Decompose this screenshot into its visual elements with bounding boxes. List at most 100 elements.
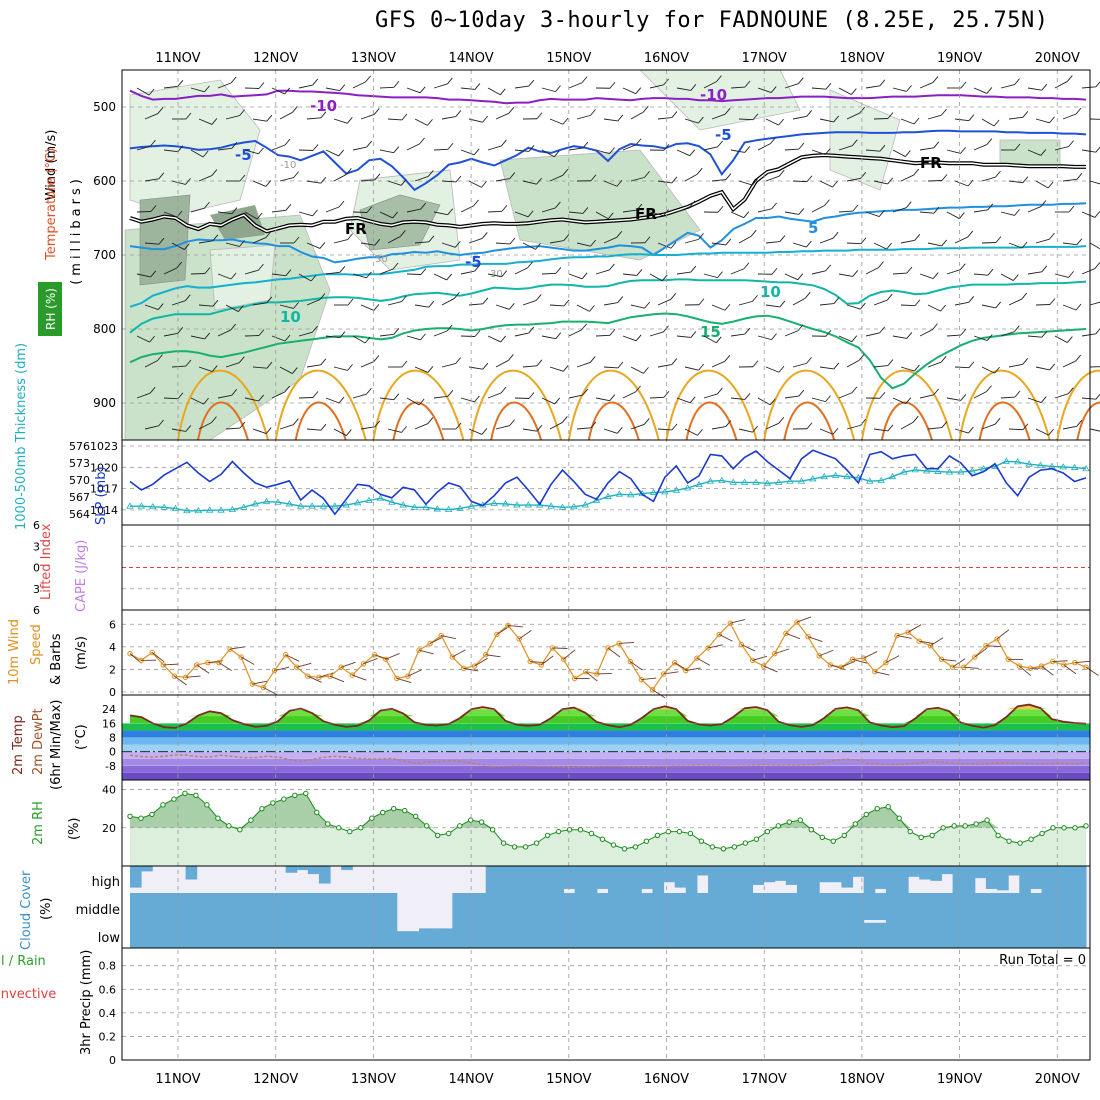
wind-barb-tick	[474, 330, 481, 337]
surface-wind-barb	[185, 675, 201, 678]
wind-barb-tick	[912, 415, 919, 423]
wind-barb-tick	[933, 388, 939, 396]
surface-wind-barb	[730, 619, 745, 624]
wind-barb-tick	[1067, 387, 1074, 394]
cloud-high-bar	[285, 866, 298, 873]
rh-marker	[643, 838, 650, 844]
cloud-middle-bar	[141, 893, 153, 920]
wind-barb-tick	[617, 114, 624, 122]
wind-barb-tick	[176, 261, 183, 269]
wind-barb-tick	[1022, 358, 1029, 365]
wind-barb-tick	[670, 241, 677, 249]
wind-barb	[352, 393, 367, 399]
wind-speed-marker	[449, 654, 456, 660]
wind-barb	[954, 118, 969, 122]
wind-barb-tick	[1095, 146, 1100, 153]
wind-barb-tick	[833, 297, 840, 304]
wind-barb-tick	[185, 178, 191, 185]
upper-left-labels: Wind (m/s)Temperature (°C) RH (%) (milliba…	[38, 130, 84, 336]
wind-barb	[1000, 396, 1015, 399]
thickness-marker	[900, 468, 908, 475]
wind-barb	[873, 428, 888, 432]
wind-barb-tick	[663, 390, 670, 398]
surface-wind-barb	[474, 657, 488, 667]
wind-barb-tick	[231, 207, 238, 214]
wind-barb-tick	[609, 394, 616, 401]
wind-barb	[433, 211, 448, 216]
wind-barb	[954, 428, 969, 434]
wind-barb-tick	[258, 147, 264, 155]
surface-wind-barb	[919, 640, 935, 645]
cloud-middle-bar	[819, 893, 831, 920]
wind-speed-marker	[694, 655, 700, 661]
wind-barb-tick	[427, 366, 434, 373]
wind-barb	[325, 149, 339, 157]
cloud-low-bar	[863, 922, 876, 948]
thickness-marker	[353, 499, 362, 506]
wind-barb	[1081, 211, 1096, 218]
wind-barb-tick	[1095, 81, 1100, 88]
rh-tick-label: 40	[102, 784, 116, 797]
cloud-middle-bar	[507, 893, 520, 920]
wind-barb-tick	[770, 137, 776, 144]
rh-marker	[874, 805, 880, 812]
wind-barb	[981, 304, 996, 309]
cloud-low-bar	[908, 920, 920, 948]
lifted-index-tick-label: 3	[33, 540, 40, 553]
wind-barb	[865, 267, 879, 275]
wind-barb-tick	[1068, 205, 1075, 213]
thickness-marker	[171, 504, 180, 511]
wind-barb	[379, 86, 395, 89]
wind-barb	[846, 177, 861, 182]
thickness-marker	[1025, 460, 1033, 467]
wind-barb-tick	[851, 386, 858, 394]
wind-barb	[333, 366, 348, 371]
rh-marker	[786, 819, 793, 825]
surface-wind-barb	[585, 671, 598, 682]
wind-barb	[792, 362, 807, 368]
wind-barb	[217, 82, 232, 89]
cloud-low-bar	[663, 920, 676, 948]
wind-barb	[1035, 180, 1049, 189]
cloud-middle-bar	[1052, 893, 1065, 920]
wind-barb-tick	[473, 148, 480, 156]
cloud-low-bar	[1052, 920, 1065, 948]
wind-barb	[271, 87, 285, 95]
wind-barb-tick	[474, 395, 480, 403]
wind-speed-marker	[394, 675, 400, 682]
cloud-middle-bar	[919, 893, 931, 920]
thickness-marker	[1014, 458, 1022, 465]
wind-barb-tick	[940, 355, 947, 363]
cloud-middle-bar	[696, 893, 709, 920]
wind-barb	[306, 180, 321, 184]
wind-barb-tick	[150, 139, 156, 147]
cloud-low-bar	[897, 920, 909, 948]
wind-barb	[325, 87, 340, 92]
surface-wind-barb	[619, 641, 635, 644]
surface-wind-barb	[629, 661, 643, 671]
wind-barb-tick	[778, 417, 785, 424]
cloud-low-bar	[519, 920, 531, 948]
wind-barb	[900, 366, 915, 372]
wind-barb	[433, 148, 449, 151]
surface-wind-barb	[718, 634, 733, 642]
thickness-marker	[968, 467, 976, 474]
wind-barb-tick	[825, 395, 831, 402]
cloud-high-bar	[941, 866, 954, 875]
wind-barb-tick	[825, 329, 832, 337]
wind-barb	[1035, 118, 1050, 124]
wind-barb	[595, 397, 610, 402]
wind-barb-tick	[158, 172, 165, 180]
wind-barb	[252, 118, 267, 122]
wind-barb-tick	[663, 325, 669, 333]
cloud-high-bar	[608, 866, 620, 893]
wind-speed-marker	[305, 673, 311, 679]
wind-barb-tick	[995, 236, 1002, 243]
wind-barb-tick	[1013, 325, 1020, 332]
rh-marker	[270, 800, 276, 806]
wind-barb-tick	[771, 267, 778, 275]
wind-barb	[487, 145, 502, 151]
wind-barb-tick	[607, 212, 614, 220]
thickness-marker	[410, 503, 419, 510]
wind-barb	[649, 396, 665, 399]
